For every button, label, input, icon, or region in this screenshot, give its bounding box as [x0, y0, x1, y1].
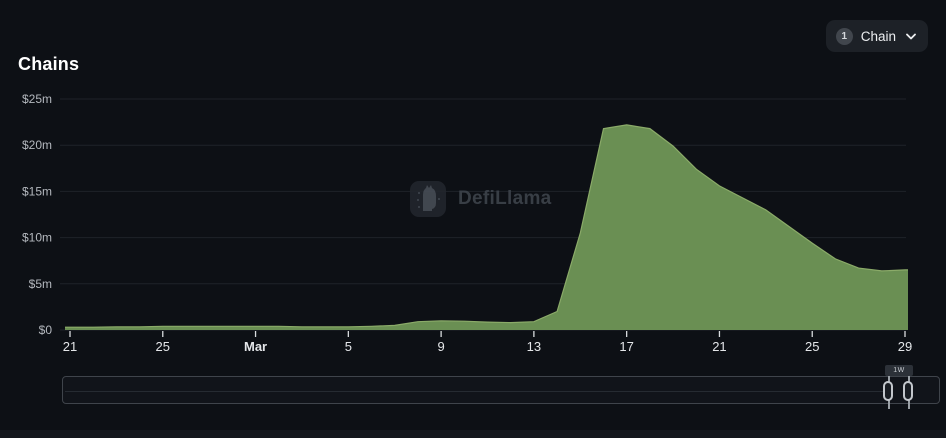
- x-axis-label: 9: [437, 339, 444, 354]
- brush-handle-grip: [883, 381, 893, 401]
- brush-handle-grip: [903, 381, 913, 401]
- x-axis-label: Mar: [244, 339, 267, 354]
- chain-count-badge: 1: [835, 27, 853, 45]
- x-axis-label: 13: [527, 339, 541, 354]
- timeline-brush-track[interactable]: 1W: [62, 365, 940, 409]
- y-axis-label: $15m: [22, 184, 52, 198]
- x-axis-label: 25: [156, 339, 170, 354]
- y-axis-label: $10m: [22, 231, 52, 245]
- x-axis-label: 5: [345, 339, 352, 354]
- y-axis-label: $20m: [22, 138, 52, 152]
- brush-series-baseline: [65, 391, 887, 392]
- chain-selector-label: Chain: [860, 28, 896, 44]
- y-axis-label: $5m: [29, 277, 52, 291]
- chain-selector-button[interactable]: 1 Chain: [825, 20, 928, 52]
- chevron-down-icon: [906, 33, 916, 40]
- brush-right-handle[interactable]: [903, 373, 915, 409]
- area-series-fill: [65, 124, 908, 331]
- brush-left-handle[interactable]: [883, 373, 895, 409]
- x-axis-label: 29: [898, 339, 912, 354]
- area-chart-canvas[interactable]: $25m $20m $15m $10m $5m $0 21 25 Mar 5 9 13 17 21 25 29: [0, 0, 946, 365]
- x-axis-label: 21: [712, 339, 726, 354]
- x-axis-label: 17: [619, 339, 633, 354]
- y-axis-label: $0: [39, 323, 53, 337]
- footer-strip: [0, 430, 946, 438]
- brush-range-badge: 1W: [885, 365, 913, 376]
- page-title: Chains: [18, 54, 80, 74]
- area-series-line: [65, 124, 908, 328]
- y-axis-label: $25m: [22, 92, 52, 106]
- x-axis-label: 21: [63, 339, 77, 354]
- x-axis-label: 25: [805, 339, 819, 354]
